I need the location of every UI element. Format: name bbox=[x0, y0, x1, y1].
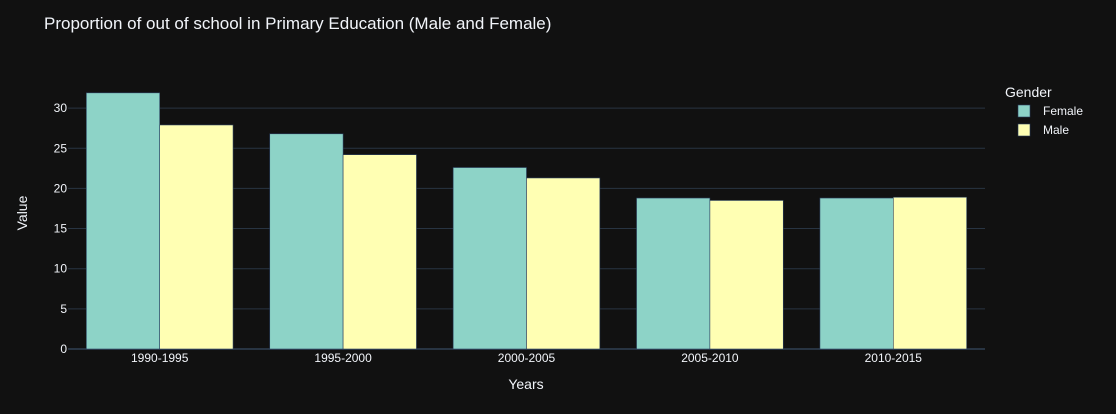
x-axis-title: Years bbox=[508, 376, 543, 392]
y-tick-label-4: 20 bbox=[54, 181, 68, 195]
bars bbox=[86, 92, 967, 350]
x-tick-label-3: 2005-2010 bbox=[681, 351, 739, 365]
y-tick-label-1: 5 bbox=[60, 302, 67, 316]
legend: Gender Female Male bbox=[1005, 84, 1083, 137]
bar-female-2000-2005[interactable] bbox=[452, 167, 527, 350]
x-tick-label-2: 2000-2005 bbox=[498, 351, 556, 365]
bar-male-2000-2005[interactable] bbox=[526, 177, 601, 350]
y-axis-title: Value bbox=[14, 195, 30, 230]
legend-title: Gender bbox=[1005, 84, 1052, 100]
x-axis-ticks: 1990-1995 1995-2000 2000-2005 2005-2010 2010… bbox=[131, 351, 922, 365]
y-tick-label-5: 25 bbox=[54, 141, 68, 155]
chart-title: Proportion of out of school in Primary E… bbox=[44, 14, 551, 33]
bar-female-2005-2010[interactable] bbox=[636, 197, 711, 350]
bar-female-1990-1995[interactable] bbox=[86, 92, 160, 350]
y-tick-label-6: 30 bbox=[54, 101, 68, 115]
bar-female-2010-2015[interactable] bbox=[819, 197, 894, 350]
y-axis-ticks: 0 5 10 15 20 25 30 bbox=[54, 101, 68, 356]
bar-male-1990-1995[interactable] bbox=[159, 124, 234, 350]
bar-male-2010-2015[interactable] bbox=[892, 196, 967, 350]
x-tick-label-1: 1995-2000 bbox=[314, 351, 372, 365]
legend-swatch-male[interactable] bbox=[1017, 123, 1031, 137]
y-tick-label-0: 0 bbox=[60, 342, 67, 356]
bar-female-1995-2000[interactable] bbox=[269, 133, 344, 350]
bar-male-1995-2000[interactable] bbox=[342, 154, 417, 350]
legend-label-female[interactable]: Female bbox=[1043, 104, 1083, 118]
legend-swatch-female[interactable] bbox=[1017, 104, 1031, 118]
x-tick-label-0: 1990-1995 bbox=[131, 351, 189, 365]
y-tick-label-2: 10 bbox=[54, 262, 68, 276]
x-tick-label-4: 2010-2015 bbox=[865, 351, 923, 365]
bar-male-2005-2010[interactable] bbox=[709, 200, 784, 350]
y-tick-label-3: 15 bbox=[54, 222, 68, 236]
legend-label-male[interactable]: Male bbox=[1043, 123, 1069, 137]
